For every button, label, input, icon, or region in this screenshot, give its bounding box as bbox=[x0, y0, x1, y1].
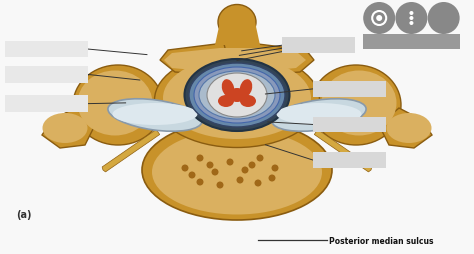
Circle shape bbox=[241, 167, 248, 173]
Circle shape bbox=[211, 168, 219, 176]
Ellipse shape bbox=[163, 57, 311, 139]
Ellipse shape bbox=[218, 5, 256, 40]
Circle shape bbox=[189, 171, 195, 179]
FancyArrow shape bbox=[314, 130, 372, 172]
Ellipse shape bbox=[240, 95, 256, 107]
Ellipse shape bbox=[228, 88, 246, 102]
Ellipse shape bbox=[207, 73, 267, 117]
Circle shape bbox=[363, 2, 395, 34]
Polygon shape bbox=[379, 108, 432, 148]
Circle shape bbox=[248, 162, 255, 168]
Circle shape bbox=[256, 154, 264, 162]
Bar bbox=[313, 81, 386, 97]
Ellipse shape bbox=[184, 59, 290, 131]
Ellipse shape bbox=[272, 99, 366, 131]
Circle shape bbox=[410, 11, 413, 15]
Ellipse shape bbox=[276, 103, 362, 125]
Bar bbox=[5, 95, 88, 112]
Ellipse shape bbox=[311, 65, 401, 145]
Ellipse shape bbox=[189, 63, 285, 127]
Ellipse shape bbox=[73, 65, 163, 145]
Circle shape bbox=[207, 162, 213, 168]
Polygon shape bbox=[224, 44, 314, 75]
Ellipse shape bbox=[199, 71, 275, 119]
Ellipse shape bbox=[218, 95, 234, 107]
Polygon shape bbox=[42, 108, 95, 148]
Ellipse shape bbox=[155, 53, 319, 148]
Ellipse shape bbox=[112, 103, 198, 125]
Bar bbox=[282, 37, 356, 53]
Circle shape bbox=[217, 182, 224, 188]
Ellipse shape bbox=[43, 113, 88, 143]
Polygon shape bbox=[215, 22, 260, 45]
Ellipse shape bbox=[386, 113, 431, 143]
Ellipse shape bbox=[222, 79, 234, 97]
Polygon shape bbox=[160, 44, 250, 75]
Bar bbox=[313, 152, 386, 168]
Polygon shape bbox=[228, 48, 306, 72]
Circle shape bbox=[182, 165, 189, 171]
Ellipse shape bbox=[108, 99, 202, 131]
Ellipse shape bbox=[194, 67, 280, 123]
Circle shape bbox=[428, 2, 460, 34]
Ellipse shape bbox=[152, 130, 322, 214]
Polygon shape bbox=[164, 48, 245, 72]
Text: (a): (a) bbox=[17, 210, 32, 220]
Circle shape bbox=[255, 180, 262, 186]
Text: Posterior median sulcus: Posterior median sulcus bbox=[329, 237, 434, 246]
Circle shape bbox=[227, 158, 234, 166]
Circle shape bbox=[197, 179, 203, 185]
Circle shape bbox=[237, 177, 244, 183]
Circle shape bbox=[410, 16, 413, 20]
Bar bbox=[363, 34, 460, 49]
Ellipse shape bbox=[321, 71, 396, 135]
Bar bbox=[5, 66, 88, 83]
Circle shape bbox=[410, 21, 413, 25]
Ellipse shape bbox=[240, 79, 252, 97]
Circle shape bbox=[268, 174, 275, 182]
Circle shape bbox=[197, 154, 203, 162]
Circle shape bbox=[395, 2, 428, 34]
Circle shape bbox=[272, 165, 279, 171]
Circle shape bbox=[376, 15, 382, 21]
Ellipse shape bbox=[78, 71, 153, 135]
Bar bbox=[5, 41, 88, 57]
Ellipse shape bbox=[142, 120, 332, 220]
Bar bbox=[313, 117, 386, 132]
FancyArrow shape bbox=[102, 130, 160, 172]
